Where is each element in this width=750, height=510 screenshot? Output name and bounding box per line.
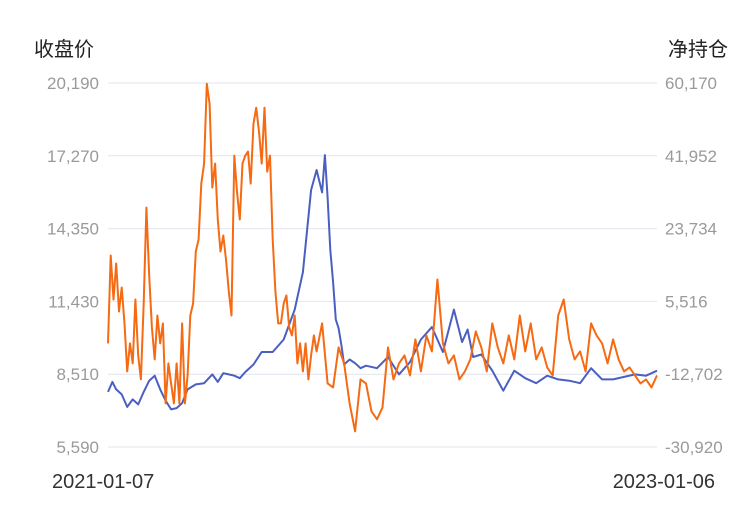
closing-price-line bbox=[107, 154, 658, 411]
right-axis-title: 净持仓 bbox=[668, 37, 728, 61]
left-axis-title: 收盘价 bbox=[34, 37, 94, 61]
right-tick-label: -12,702 bbox=[665, 365, 723, 384]
x-end-label: 2023-01-06 bbox=[613, 471, 715, 493]
left-tick-label: 8,510 bbox=[56, 365, 99, 384]
left-tick-label: 20,190 bbox=[47, 74, 99, 93]
net-position-line bbox=[107, 82, 658, 433]
gridlines bbox=[108, 82, 657, 448]
left-tick-label: 11,430 bbox=[48, 292, 99, 311]
left-tick-label: 17,270 bbox=[47, 147, 99, 166]
right-tick-label: -30,920 bbox=[665, 438, 723, 457]
left-tick-label: 5,590 bbox=[56, 438, 99, 457]
series-lines bbox=[107, 82, 658, 433]
tick-labels: 20,190 60,170 17,270 41,952 14,350 23,734 11,4… bbox=[47, 74, 723, 457]
right-tick-label: 60,170 bbox=[665, 74, 717, 93]
right-tick-label: 41,952 bbox=[665, 147, 717, 166]
right-tick-label: 5,516 bbox=[665, 292, 708, 311]
x-start-label: 2021-01-07 bbox=[52, 471, 154, 493]
right-tick-label: 23,734 bbox=[665, 220, 717, 239]
left-tick-label: 14,350 bbox=[47, 220, 99, 239]
